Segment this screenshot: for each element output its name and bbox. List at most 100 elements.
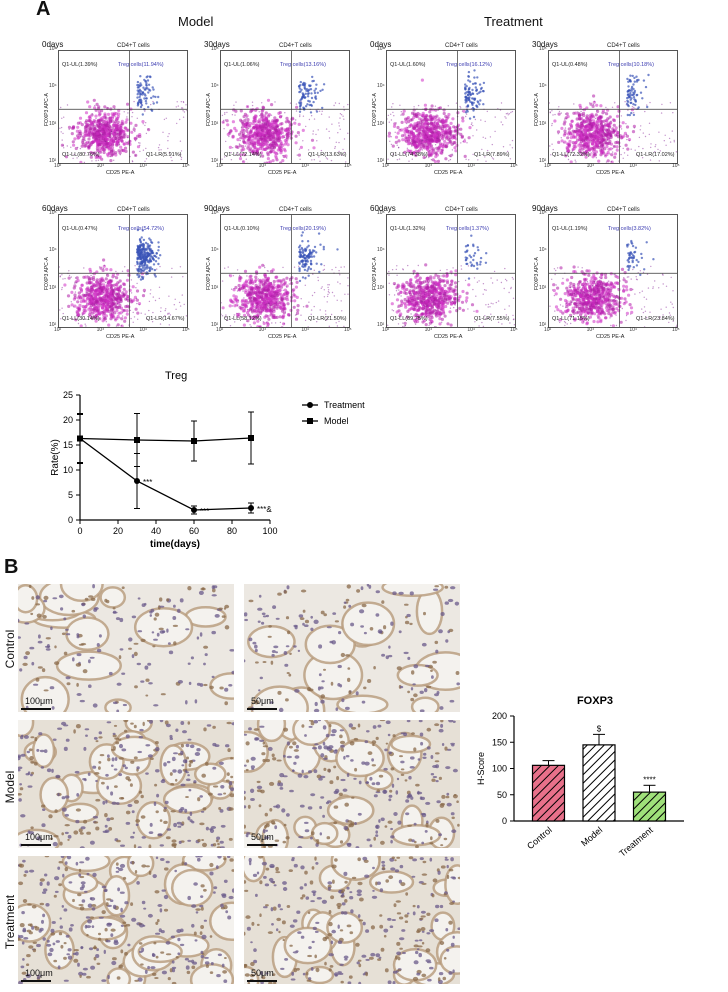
x-axis-label: CD25 PE-A [106,170,135,176]
treg-cells-label: Treg cells(10.18%) [608,62,654,68]
scatter-dots [59,51,187,163]
y-tick-label: 50 [497,790,507,800]
y-tick: 10⁵ [49,46,57,52]
y-tick-label: 5 [68,490,73,500]
y-tick: 10⁴ [211,83,219,90]
quadrant-ll-label: Q1-LL(72.14%) [224,152,262,158]
y-tick-label: 10 [63,465,73,475]
series-line [79,437,252,442]
tissue-texture [244,720,460,848]
plot-day-label: 0days [370,40,392,49]
x-tick-label: 60 [189,526,199,536]
quadrant-lr-label: Q1-LR(14.67%) [146,316,185,322]
y-tick: 10³ [539,284,547,291]
legend-marker [307,418,313,424]
x-tick: 10⁴ [467,163,476,169]
treg-cells-label: Treg cells(3.82%) [608,226,651,232]
y-tick: 10³ [377,120,385,127]
x-tick: 10³ [586,327,594,333]
x-tick: 10³ [96,327,104,333]
plot-area [386,50,516,164]
tissue-texture [244,856,460,984]
bar [531,764,566,822]
data-point [77,435,83,442]
plot-header: CD4+T cells [607,207,640,213]
flow-plot: 30days CD4+T cells Q1-UL(1.06%) Treg cells(… [202,40,370,200]
y-tick: 10³ [49,284,57,291]
histology-image [244,856,460,984]
x-axis-label: CD25 PE-A [268,334,297,340]
x-tick: 10⁴ [139,327,148,333]
y-tick: 10³ [49,120,57,127]
scale-bar-label: 50μm [251,832,274,842]
quadrant-ll-label: Q1-LL(74.38%) [390,152,428,158]
x-tick: 10³ [258,327,266,333]
y-tick: 10⁴ [211,247,219,254]
histology-image [18,856,234,984]
y-tick: 10⁵ [539,210,547,216]
legend-label: Model [324,416,349,426]
y-tick: 10³ [211,284,219,291]
chart-title: Treg [165,370,187,382]
foxp3-bar-chart: FOXP3 0 50 100 150 200 H-Score Control $ Model ***… [476,695,684,859]
bar [582,744,616,822]
y-tick: 10⁴ [539,83,547,90]
plot-day-label: 90days [532,204,558,213]
scatter-dots [549,215,677,327]
y-tick: 10⁴ [539,247,547,254]
scale-bar-line [247,844,277,846]
x-tick: 10⁵ [344,163,352,169]
y-tick-label: 100 [492,764,507,774]
category-label: Model [579,825,604,848]
histology-image [244,720,460,848]
y-tick: 10² [49,158,57,164]
x-axis-label: CD25 PE-A [596,170,625,176]
y-tick: 10⁴ [377,247,385,254]
x-axis-label: CD25 PE-A [596,334,625,340]
y-axis-title: H-Score [476,752,486,785]
treg-line-chart: Treg 0 5 10 15 20 25 0 20 40 60 80 100 time(days) Rate… [50,370,365,550]
y-tick-label: 200 [492,711,507,721]
plot-header: CD4+T cells [445,43,478,49]
treg-cells-label: Treg cells(1.37%) [446,226,489,232]
x-tick: 10² [544,163,552,169]
significance-label: *** [200,507,209,516]
x-axis-label: CD25 PE-A [106,334,135,340]
x-axis-title: time(days) [150,539,200,550]
y-tick: 10² [539,322,547,328]
treg-cells-label: Treg cells(54.72%) [118,226,164,232]
scale-bar-label: 50μm [251,696,274,706]
y-tick: 10⁵ [377,46,385,52]
x-tick: 10⁴ [301,163,310,169]
x-tick: 10⁵ [182,327,190,333]
tissue-texture [244,584,460,712]
plot-area [386,214,516,328]
y-tick-label: 0 [502,816,507,826]
scale-bar-line [247,980,277,982]
data-point [248,435,254,441]
tissue-texture [18,584,234,712]
y-tick: 10⁴ [49,247,57,254]
x-tick: 10² [54,327,62,333]
quadrant-lr-label: Q1-LR(17.02%) [636,152,675,158]
y-tick: 10⁴ [377,83,385,90]
scale-bar: 100μm [21,968,61,984]
y-tick: 10³ [377,284,385,291]
scatter-dots [549,51,677,163]
significance-label: $ [597,724,602,733]
y-tick: 10² [49,322,57,328]
x-tick: 10³ [586,163,594,169]
scale-bar: 50μm [247,696,287,712]
x-tick: 10⁵ [510,327,518,333]
plot-day-label: 0days [42,40,64,49]
significance-label: ***& [257,505,272,514]
data-point [134,437,140,443]
scale-bar: 100μm [21,832,61,848]
plot-area [220,50,350,164]
significance-label: **** [643,775,655,784]
flow-plot: 0days CD4+T cells Q1-UL(1.60%) Treg cells(1… [368,40,536,200]
x-tick: 10⁴ [629,163,638,169]
x-tick: 10⁵ [182,163,190,169]
quadrant-lr-label: Q1-LR(21.50%) [308,316,347,322]
y-tick: 10³ [539,120,547,127]
